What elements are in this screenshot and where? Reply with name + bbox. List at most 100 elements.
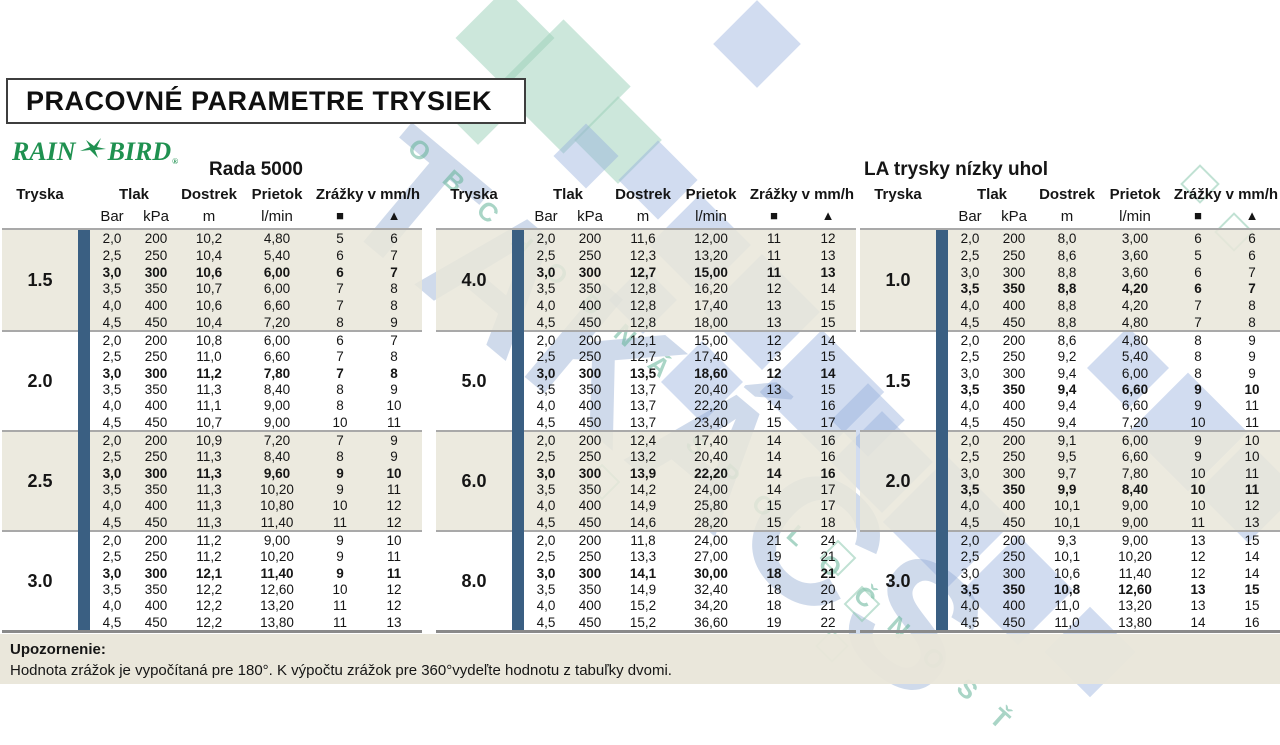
table-row: 4,0 400 15,2 34,20 18 21 <box>524 598 856 614</box>
cell-dostrek: 8,0 <box>1057 231 1077 247</box>
cell-kpa: 350 <box>144 281 168 297</box>
cell-bar: 3,0 <box>102 465 122 481</box>
cell-dostrek: 15,2 <box>629 614 657 630</box>
nozzle-size-label: 8.0 <box>461 570 487 591</box>
cell-kpa: 200 <box>1002 231 1026 247</box>
table-row: 4,5 450 12,8 18,00 13 15 <box>524 315 856 331</box>
cell-prietok: 9,00 <box>1121 514 1149 530</box>
cell-dostrek: 13,7 <box>629 414 657 430</box>
cell-kpa: 450 <box>1002 514 1026 530</box>
cell-kpa: 250 <box>1002 247 1026 263</box>
cell-dostrek: 12,2 <box>195 614 223 630</box>
col-header-zrazky: Zrážky v mm/h <box>749 186 855 203</box>
cell-dostrek: 8,6 <box>1057 247 1077 263</box>
cell-zrazky-triangle: 9 <box>390 449 398 465</box>
nozzle-group: 4.0 2,0 200 11,6 12,00 11 12 2,5 250 12,… <box>436 230 856 330</box>
cell-bar: 2,5 <box>960 549 980 565</box>
nozzle-size-label: 1.5 <box>27 269 53 290</box>
cell-dostrek: 8,8 <box>1057 297 1077 313</box>
cell-prietok: 9,00 <box>263 414 291 430</box>
cell-kpa: 200 <box>144 433 168 449</box>
cell-kpa: 250 <box>578 247 602 263</box>
col-header-dostrek: Dostrek <box>615 186 671 203</box>
cell-zrazky-square: 7 <box>1194 314 1202 330</box>
group-rows: 2,0 200 9,1 6,00 9 10 2,5 250 9,5 6,60 9… <box>948 432 1280 532</box>
cell-zrazky-triangle: 16 <box>820 433 836 449</box>
cell-dostrek: 11,8 <box>630 533 656 549</box>
cell-zrazky-square: 13 <box>766 297 782 313</box>
cell-zrazky-triangle: 22 <box>820 614 836 630</box>
table-row: 2,5 250 13,3 27,00 19 21 <box>524 549 856 565</box>
col-header-zrazky: Zrážky v mm/h <box>1173 186 1279 203</box>
table-row: 4,5 450 11,0 13,80 14 16 <box>948 615 1280 631</box>
cell-kpa: 400 <box>144 598 168 614</box>
cell-kpa: 300 <box>1002 465 1026 481</box>
cell-zrazky-square: 7 <box>336 297 344 313</box>
cell-dostrek: 14,9 <box>629 498 657 514</box>
cell-bar: 4,5 <box>536 614 556 630</box>
nozzle-size-label: 1.0 <box>885 269 911 290</box>
table-row: 3,5 350 9,9 8,40 10 11 <box>948 482 1280 498</box>
cell-kpa: 400 <box>144 398 168 414</box>
table-accent-bar <box>512 230 524 630</box>
cell-zrazky-square: 12 <box>766 333 782 349</box>
cell-kpa: 450 <box>144 614 168 630</box>
page-title: PRACOVNÉ PARAMETRE TRYSIEK <box>26 85 493 116</box>
cell-prietok: 6,00 <box>263 281 291 297</box>
cell-zrazky-square: 15 <box>766 414 782 430</box>
cell-bar: 2,5 <box>536 549 556 565</box>
cell-kpa: 250 <box>578 449 602 465</box>
cell-zrazky-square: 13 <box>766 314 782 330</box>
cell-bar: 3,0 <box>536 264 556 280</box>
col-header-zrazky: Zrážky v mm/h <box>315 186 421 203</box>
cell-zrazky-triangle: 15 <box>1244 598 1260 614</box>
cell-zrazky-triangle: 9 <box>390 314 398 330</box>
cell-kpa: 450 <box>578 414 602 430</box>
table-row: 3,5 350 14,2 24,00 14 17 <box>524 482 856 498</box>
cell-zrazky-triangle: 11 <box>386 414 401 430</box>
cell-bar: 3,0 <box>960 465 980 481</box>
cell-zrazky-triangle: 8 <box>1248 314 1256 330</box>
cell-prietok: 8,40 <box>1121 482 1149 498</box>
table-row: 2,0 200 11,6 12,00 11 12 <box>524 231 856 247</box>
cell-bar: 2,5 <box>536 247 556 263</box>
cell-prietok: 24,00 <box>694 482 728 498</box>
table-row: 3,5 350 11,3 8,40 8 9 <box>90 382 422 398</box>
cell-dostrek: 12,8 <box>629 281 657 297</box>
unit-bar: Bar <box>958 208 982 225</box>
cell-kpa: 300 <box>144 465 168 481</box>
nozzle-size-label: 2.5 <box>27 470 53 491</box>
cell-zrazky-square: 6 <box>336 247 344 263</box>
cell-kpa: 450 <box>1002 314 1026 330</box>
cell-zrazky-square: 12 <box>766 365 782 381</box>
cell-kpa: 300 <box>578 264 602 280</box>
cell-dostrek: 11,2 <box>196 533 222 549</box>
cell-prietok: 11,40 <box>260 565 294 581</box>
cell-zrazky-square: 18 <box>766 582 782 598</box>
cell-zrazky-square: 8 <box>336 449 344 465</box>
cell-bar: 3,5 <box>536 281 556 297</box>
cell-bar: 3,5 <box>102 482 122 498</box>
table-row: 4,0 400 10,6 6,60 7 8 <box>90 298 422 314</box>
cell-zrazky-triangle: 21 <box>820 549 836 565</box>
cell-dostrek: 12,8 <box>629 314 657 330</box>
cell-prietok: 13,20 <box>1118 598 1152 614</box>
cell-prietok: 7,80 <box>263 365 291 381</box>
cell-bar: 4,0 <box>960 398 980 414</box>
cell-zrazky-triangle: 13 <box>820 247 836 263</box>
cell-zrazky-triangle: 6 <box>390 231 398 247</box>
cell-zrazky-square: 14 <box>766 398 782 414</box>
cell-kpa: 250 <box>578 549 602 565</box>
table-row: 4,5 450 12,2 13,80 11 13 <box>90 615 422 631</box>
cell-prietok: 4,20 <box>1121 297 1149 313</box>
cell-zrazky-triangle: 17 <box>820 498 836 514</box>
table-row: 4,5 450 9,4 7,20 10 11 <box>948 415 1280 431</box>
cell-dostrek: 11,3 <box>196 465 222 481</box>
square-symbol-icon: ■ <box>336 208 344 223</box>
cell-prietok: 4,80 <box>1121 314 1149 330</box>
cell-prietok: 36,60 <box>694 614 728 630</box>
cell-kpa: 200 <box>1002 533 1026 549</box>
table-row: 2,5 250 11,3 8,40 8 9 <box>90 449 422 465</box>
footer-note: Upozornenie: Hodnota zrážok je vypočítan… <box>0 634 1280 684</box>
cell-bar: 2,0 <box>102 433 122 449</box>
